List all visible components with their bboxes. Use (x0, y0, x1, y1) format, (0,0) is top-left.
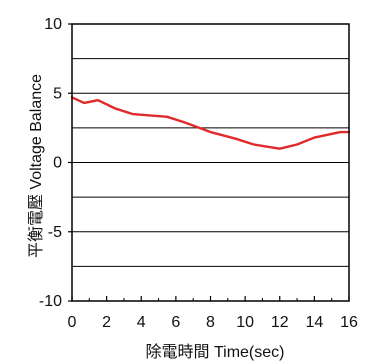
y-tick-label-0: 10 (44, 16, 62, 33)
axis-layer (68, 23, 350, 302)
y-tick-label-2: 0 (53, 155, 62, 172)
series-layer (70, 96, 351, 150)
x-tick-label-5: 10 (236, 314, 254, 331)
x-tick-label-1: 2 (102, 314, 111, 331)
x-tick-label-8: 16 (340, 314, 358, 331)
x-tick-label-3: 6 (171, 314, 180, 331)
x-tick-label-2: 4 (137, 314, 146, 331)
label-layer: 0 2 4 6 8 10 12 14 16 10 5 0 -5 -10 (39, 16, 358, 331)
x-tick-label-7: 14 (305, 314, 323, 331)
x-axis-title: 除電時間 Time(sec) (146, 343, 285, 361)
y-tick-label-1: 5 (53, 85, 62, 102)
x-tick-label-6: 12 (271, 314, 289, 331)
y-axis-title: 平衡電壓 Voltage Balance (27, 74, 45, 258)
y-tick-label-3: -5 (48, 224, 62, 241)
y-tick-label-4: -10 (39, 293, 62, 310)
x-tick-label-0: 0 (68, 314, 77, 331)
x-tick-label-4: 8 (206, 314, 215, 331)
grid-layer (72, 58, 349, 267)
series-line-0 (70, 96, 351, 150)
